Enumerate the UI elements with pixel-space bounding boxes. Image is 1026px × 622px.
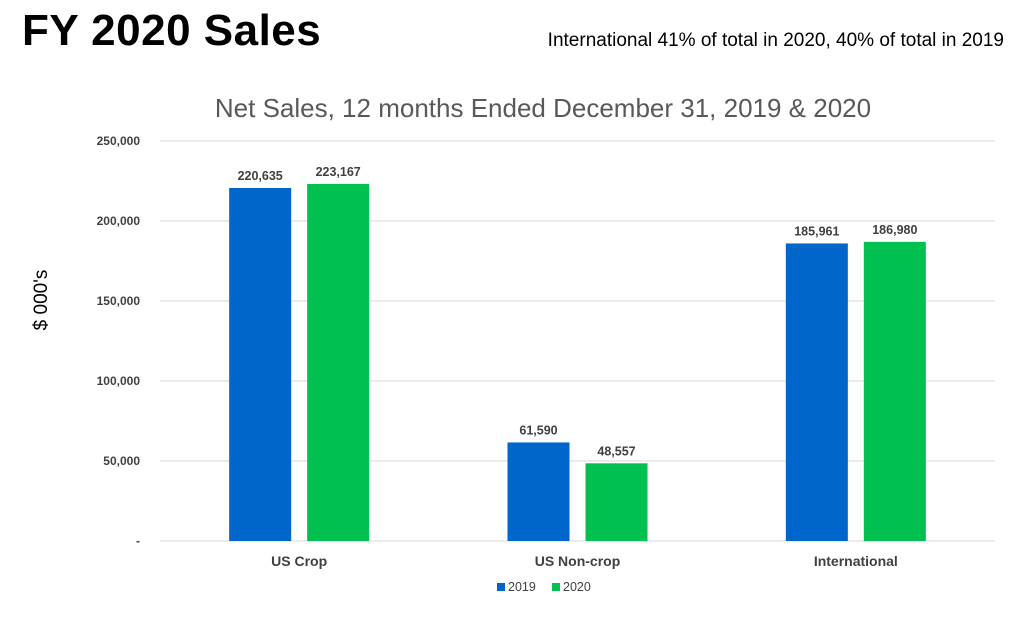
data-label: 185,961 — [794, 224, 839, 238]
slide-title: FY 2020 Sales — [22, 6, 322, 55]
data-labels: 220,635 223,167 61,590 48,557 185,961 186,980 — [238, 165, 918, 458]
data-label: 220,635 — [238, 169, 283, 183]
data-label: 48,557 — [597, 444, 635, 458]
slide-subtitle: International 41% of total in 2020, 40% … — [547, 30, 1004, 51]
y-tick-label: 100,000 — [97, 374, 141, 388]
bars — [229, 183, 926, 541]
y-axis-label: $ 000's — [31, 270, 52, 331]
bar-2019 — [507, 442, 570, 541]
y-tick-label: 250,000 — [97, 134, 141, 148]
x-category-label: US Non-crop — [535, 553, 621, 569]
bar-2019 — [229, 187, 292, 541]
x-category-label: US Crop — [271, 553, 327, 569]
bar-2020 — [863, 241, 926, 541]
legend-label: 2020 — [563, 580, 591, 594]
x-category-label: International — [814, 553, 898, 569]
y-tick-label: 200,000 — [97, 214, 141, 228]
gridlines — [160, 140, 995, 542]
legend-label: 2019 — [508, 580, 536, 594]
legend-swatch-2019 — [497, 583, 505, 591]
data-label: 223,167 — [316, 165, 361, 179]
bar-2020 — [307, 183, 370, 541]
data-label: 61,590 — [519, 423, 557, 437]
y-tick-label: - — [136, 534, 140, 548]
y-tick-label: 150,000 — [97, 294, 141, 308]
y-axis-ticks: - 50,000 100,000 150,000 200,000 250,000 — [97, 134, 141, 548]
bar-2019 — [785, 243, 848, 541]
chart-title: Net Sales, 12 months Ended December 31, … — [215, 93, 871, 123]
bar-2020 — [585, 463, 648, 541]
data-label: 186,980 — [872, 223, 917, 237]
x-axis-categories: US Crop US Non-crop International — [271, 553, 898, 569]
legend: 2019 2020 — [497, 580, 591, 594]
legend-swatch-2020 — [552, 583, 560, 591]
y-tick-label: 50,000 — [103, 454, 140, 468]
